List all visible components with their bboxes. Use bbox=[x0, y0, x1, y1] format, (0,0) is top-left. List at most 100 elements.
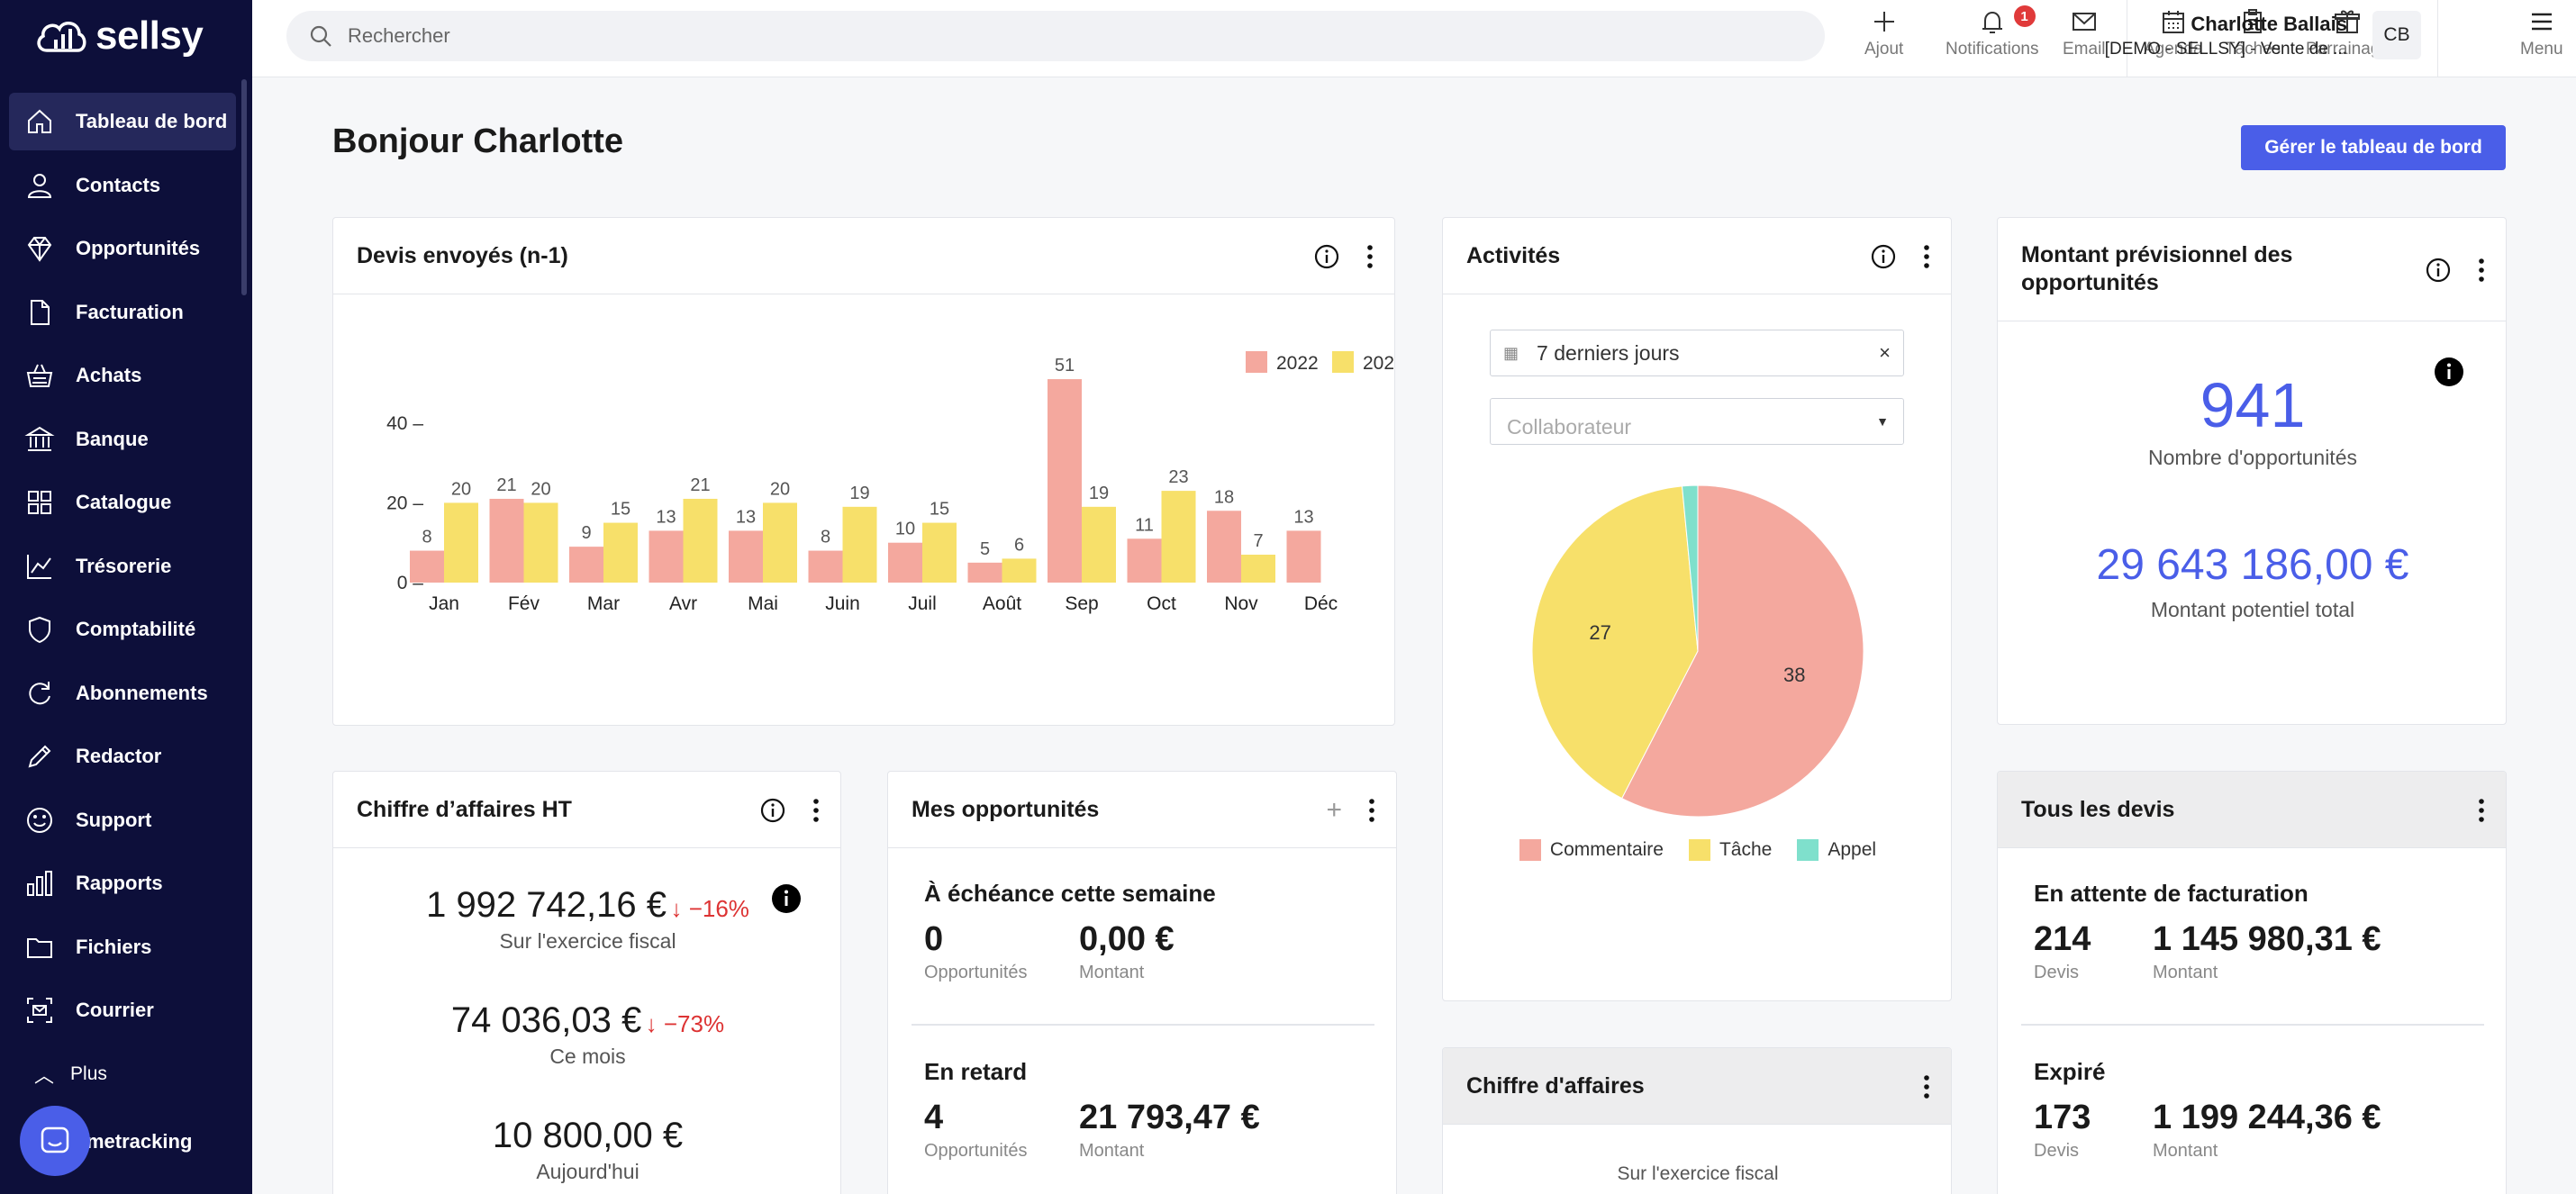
bar-202 bbox=[444, 502, 478, 583]
card-title: Activités bbox=[1466, 242, 1561, 268]
sidebar-item-redactor[interactable]: Redactor bbox=[9, 728, 236, 785]
more-options-icon[interactable] bbox=[1922, 1073, 1931, 1100]
date-range-value: 7 derniers jours bbox=[1537, 340, 1680, 365]
more-options-icon[interactable] bbox=[812, 797, 821, 824]
pending-invoicing-section[interactable]: En attente de facturation 214 Devis 1 14… bbox=[2034, 880, 2381, 983]
card-actions: + bbox=[1326, 772, 1376, 848]
divider bbox=[2021, 1024, 2484, 1026]
user-menu[interactable]: Charlotte Ballais [DEMO - SELLSY] - Vent… bbox=[2105, 0, 2438, 77]
info-filled-icon[interactable] bbox=[771, 883, 802, 914]
revenue-period-label: Aujourd'hui bbox=[536, 1160, 639, 1183]
sidebar-item-timetracking[interactable]: metracking bbox=[86, 1130, 193, 1153]
count-label: Devis bbox=[2034, 1141, 2080, 1161]
card-header: Chiffre d’affaires HT bbox=[333, 772, 840, 848]
overdue-section[interactable]: En retard 4 Opportunités 21 793,47 € Mon… bbox=[924, 1058, 1260, 1162]
collaborator-select[interactable]: Collaborateur ▼ bbox=[1490, 398, 1904, 445]
tasks-label: Tâches bbox=[2225, 40, 2281, 59]
sidebar-item-rapports[interactable]: Rapports bbox=[9, 855, 236, 912]
count-label: Devis bbox=[2034, 963, 2080, 982]
sidebar-item-contacts[interactable]: Contacts bbox=[9, 157, 236, 214]
more-options-icon[interactable] bbox=[1365, 243, 1374, 270]
sidebar-item-opportunites[interactable]: Opportunités bbox=[9, 220, 236, 277]
home-icon bbox=[23, 105, 56, 138]
add-button[interactable]: Ajout bbox=[1864, 7, 1903, 59]
card-header: Montant prévisionnel des opportunités bbox=[1998, 218, 2506, 321]
bar-value-label: 20 bbox=[770, 479, 790, 499]
user-organization: [DEMO - SELLSY] - Vente de ... bbox=[2104, 40, 2347, 59]
revenue-value: 1 992 742,16 € bbox=[426, 885, 667, 925]
sidebar-item-catalogue[interactable]: Catalogue bbox=[9, 474, 236, 531]
search-bar[interactable] bbox=[286, 11, 1825, 61]
sidebar-item-abonnements[interactable]: Abonnements bbox=[9, 665, 236, 722]
card-title-line: opportunités bbox=[2021, 270, 2159, 295]
expired-section[interactable]: Expiré 173 Devis 1 199 244,36 € Montant bbox=[2034, 1058, 2381, 1162]
add-icon[interactable]: + bbox=[1326, 794, 1342, 825]
info-icon[interactable] bbox=[1313, 243, 1340, 270]
manage-dashboard-button[interactable]: Gérer le tableau de bord bbox=[2241, 125, 2506, 170]
amount-value: 0,00 € bbox=[1079, 920, 1175, 958]
sidebar-scrollbar[interactable] bbox=[241, 79, 247, 295]
more-options-icon[interactable] bbox=[2477, 257, 2486, 284]
bar-value-label: 5 bbox=[980, 539, 990, 559]
bar-2022 bbox=[1127, 538, 1162, 583]
sidebar-item-label: Support bbox=[76, 808, 152, 831]
sidebar-item-achats[interactable]: Achats bbox=[9, 347, 236, 404]
activities-card: Activités ▦ 7 derniers jours × Collabora… bbox=[1442, 217, 1952, 1001]
referral-button[interactable]: Parrainage bbox=[2306, 7, 2390, 59]
amount-block: 1 145 980,31 € Montant bbox=[2153, 920, 2381, 983]
avatar[interactable]: CB bbox=[2372, 11, 2421, 59]
sidebar-item-tresorerie[interactable]: Trésorerie bbox=[9, 538, 236, 595]
sidebar-item-facturation[interactable]: Facturation bbox=[9, 284, 236, 341]
search-input[interactable] bbox=[348, 24, 1713, 48]
potential-amount-label: Montant potentiel total bbox=[2150, 598, 2355, 621]
more-options-icon[interactable] bbox=[1922, 243, 1931, 270]
bar-2022 bbox=[489, 498, 524, 583]
more-options-icon[interactable] bbox=[1367, 797, 1376, 824]
basket-icon bbox=[23, 359, 56, 392]
bar-2022 bbox=[808, 550, 843, 583]
bar-value-label: 18 bbox=[1214, 487, 1234, 507]
bar-202 bbox=[1082, 506, 1116, 583]
info-icon[interactable] bbox=[759, 797, 786, 824]
info-icon[interactable] bbox=[1870, 243, 1897, 270]
card-title: Chiffre d'affaires bbox=[1466, 1072, 1645, 1099]
info-icon[interactable] bbox=[2425, 257, 2452, 284]
info-filled-icon[interactable] bbox=[2434, 357, 2464, 387]
user-icon bbox=[23, 169, 56, 202]
pie-slice-appel bbox=[1681, 484, 1699, 652]
trend-icon bbox=[23, 550, 56, 583]
bar-value-label: 9 bbox=[581, 523, 591, 543]
bar-value-label: 21 bbox=[690, 475, 710, 495]
sidebar-item-fichiers[interactable]: Fichiers bbox=[9, 918, 236, 976]
tasks-button[interactable]: Tâches bbox=[2225, 7, 2281, 59]
agenda-button[interactable]: Agenda bbox=[2144, 7, 2203, 59]
sidebar-item-support[interactable]: Support bbox=[9, 791, 236, 849]
email-label: Email bbox=[2063, 40, 2106, 59]
revenue-period-label: Ce mois bbox=[549, 1045, 626, 1068]
sidebar-item-comptabilite[interactable]: Comptabilité bbox=[9, 601, 236, 658]
sidebar-item-courrier[interactable]: Courrier bbox=[9, 981, 236, 1039]
menu-button[interactable]: Menu bbox=[2520, 7, 2563, 59]
sidebar-item-banque[interactable]: Banque bbox=[9, 411, 236, 468]
notifications-button[interactable]: 1 Notifications bbox=[1946, 5, 2039, 59]
arrow-down-icon: ↓ bbox=[645, 1010, 658, 1037]
plus-icon bbox=[1873, 12, 1894, 32]
sellsy-logo[interactable]: sellsy bbox=[34, 11, 204, 61]
sidebar-more-toggle[interactable]: ︿ Plus bbox=[9, 1045, 236, 1103]
date-range-field[interactable]: ▦ 7 derniers jours × bbox=[1490, 330, 1904, 376]
chat-support-button[interactable] bbox=[20, 1106, 90, 1176]
collaborator-placeholder: Collaborateur bbox=[1507, 414, 1632, 439]
clear-icon[interactable]: × bbox=[1879, 341, 1891, 364]
folder-icon bbox=[23, 931, 56, 963]
bar-value-label: 8 bbox=[821, 528, 830, 547]
email-button[interactable]: Email bbox=[2063, 7, 2106, 59]
sidebar-item-tableau-de-bord[interactable]: Tableau de bord bbox=[9, 93, 236, 150]
more-options-icon[interactable] bbox=[2477, 797, 2486, 824]
due-this-week-section[interactable]: À échéance cette semaine 0 Opportunités … bbox=[924, 880, 1216, 983]
y-tick-label: 40 – bbox=[386, 413, 423, 434]
count-value: 4 bbox=[924, 1099, 944, 1136]
calendar-icon bbox=[2162, 11, 2184, 33]
sidebar-item-label: Abonnements bbox=[76, 681, 208, 704]
bar-202 bbox=[1002, 558, 1037, 583]
x-tick-label: Juin bbox=[825, 593, 860, 614]
